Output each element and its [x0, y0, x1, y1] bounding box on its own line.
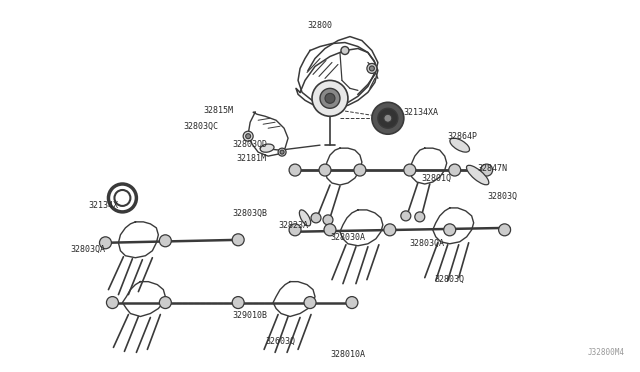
Circle shape [232, 296, 244, 308]
Text: 328010A: 328010A [330, 350, 365, 359]
Circle shape [449, 164, 461, 176]
Circle shape [311, 213, 321, 223]
Circle shape [243, 131, 253, 141]
Text: J32800M4: J32800M4 [588, 348, 625, 357]
Circle shape [384, 224, 396, 236]
Circle shape [369, 66, 374, 71]
Circle shape [378, 108, 398, 128]
Text: 32823A: 32823A [278, 221, 308, 230]
Text: 329010B: 329010B [232, 311, 267, 320]
Circle shape [481, 164, 493, 176]
Ellipse shape [467, 165, 489, 185]
Circle shape [280, 150, 284, 154]
Circle shape [346, 296, 358, 308]
Ellipse shape [300, 210, 310, 226]
Circle shape [106, 296, 118, 308]
Circle shape [372, 102, 404, 134]
Circle shape [278, 148, 286, 156]
Text: 32803QC: 32803QC [183, 122, 218, 131]
Circle shape [320, 89, 340, 108]
Text: 32803Q: 32803Q [488, 192, 518, 201]
Circle shape [246, 134, 251, 139]
Text: 32864P: 32864P [448, 132, 477, 141]
Text: 32803QD: 32803QD [232, 140, 267, 149]
Circle shape [499, 224, 511, 236]
Ellipse shape [260, 144, 274, 152]
Text: 32815M: 32815M [203, 106, 233, 115]
Circle shape [159, 296, 172, 308]
Circle shape [415, 212, 425, 222]
Text: 32801Q: 32801Q [422, 173, 452, 183]
Circle shape [289, 164, 301, 176]
Circle shape [312, 80, 348, 116]
Circle shape [341, 46, 349, 54]
Circle shape [159, 235, 172, 247]
Circle shape [319, 164, 331, 176]
Circle shape [289, 224, 301, 236]
Circle shape [354, 164, 366, 176]
Text: 328030A: 328030A [330, 233, 365, 242]
Circle shape [323, 215, 333, 225]
Circle shape [324, 224, 336, 236]
Circle shape [401, 211, 411, 221]
Circle shape [404, 164, 416, 176]
Text: 32803QA: 32803QA [410, 239, 445, 248]
Text: 32134X: 32134X [88, 201, 118, 211]
Circle shape [367, 64, 377, 73]
Text: 32181M: 32181M [236, 154, 266, 163]
Circle shape [99, 237, 111, 249]
Text: 32603Q: 32603Q [265, 337, 295, 346]
Ellipse shape [450, 138, 470, 152]
Text: 32803Q: 32803Q [435, 275, 465, 284]
Text: 32134XA: 32134XA [404, 108, 439, 117]
Text: 32803QB: 32803QB [232, 209, 267, 218]
Circle shape [325, 93, 335, 103]
Circle shape [304, 296, 316, 308]
Text: 32800: 32800 [307, 21, 333, 30]
Circle shape [384, 114, 392, 122]
Text: 32803QA: 32803QA [70, 245, 106, 254]
Circle shape [232, 234, 244, 246]
Text: 32847N: 32847N [477, 164, 508, 173]
Circle shape [444, 224, 456, 236]
